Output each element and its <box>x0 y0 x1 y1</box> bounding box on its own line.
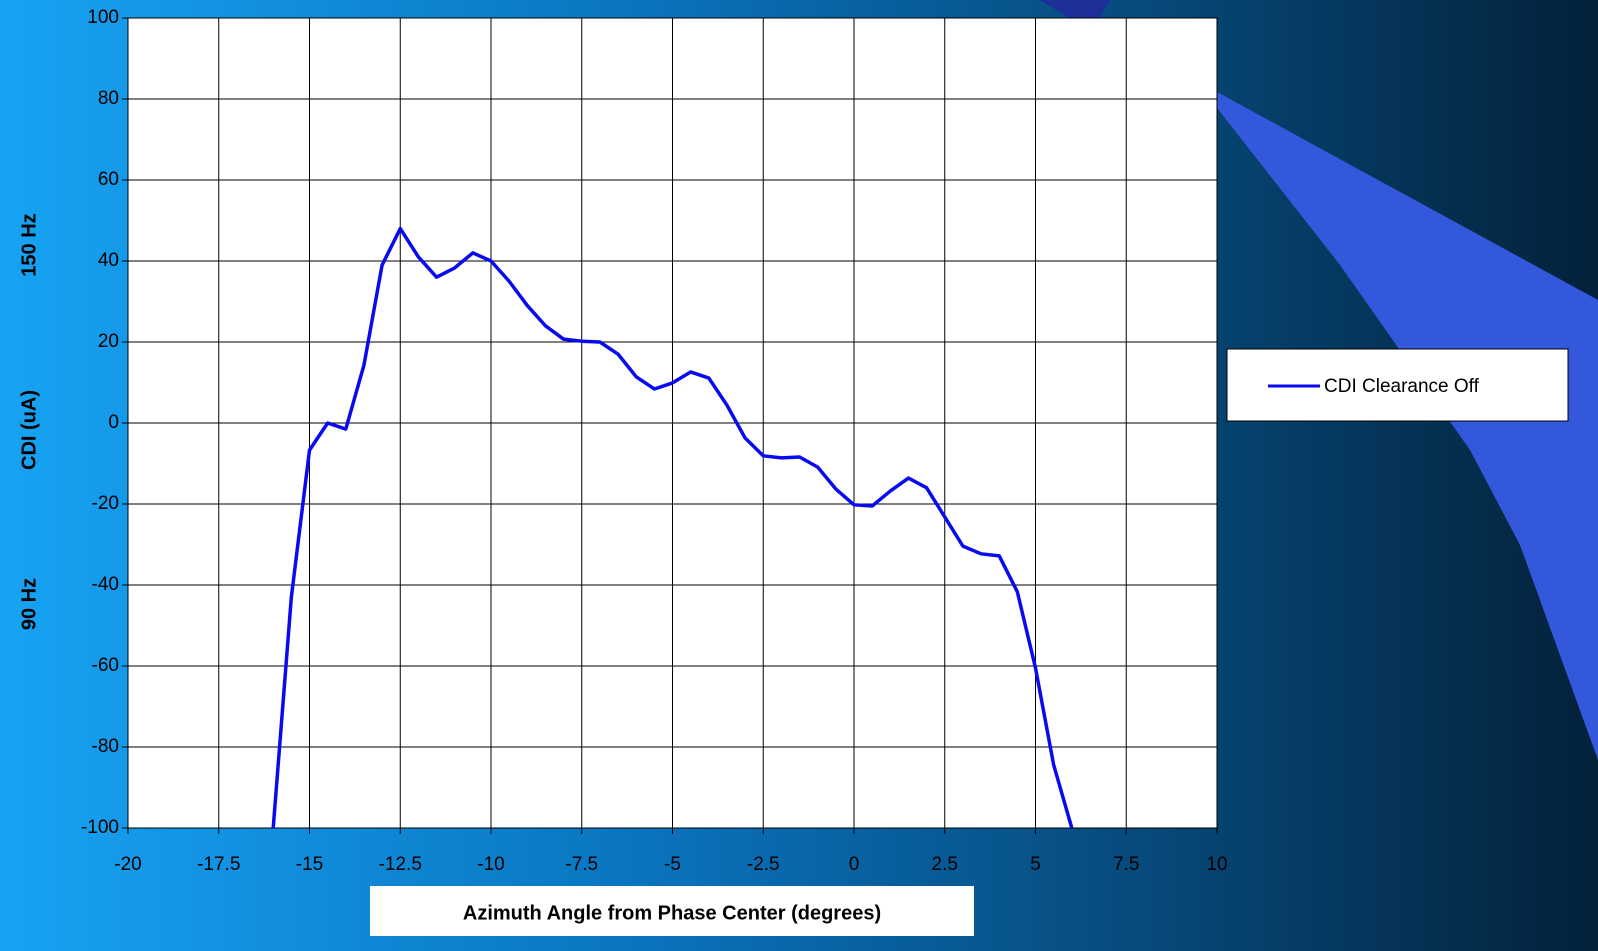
y-tick-label: -20 <box>92 493 119 514</box>
x-tick-label: -12.5 <box>379 854 422 875</box>
x-tick-label: 5 <box>1030 854 1041 875</box>
x-tick-label: -2.5 <box>747 854 780 875</box>
x-axis-label: Azimuth Angle from Phase Center (degrees… <box>463 902 881 924</box>
x-tick-label: -7.5 <box>565 854 598 875</box>
x-tick-label: -15 <box>296 854 323 875</box>
x-tick-label: -20 <box>114 854 141 875</box>
x-tick-label: -5 <box>664 854 681 875</box>
x-tick-label: -10 <box>477 854 504 875</box>
y-tick-label: 60 <box>98 169 119 190</box>
y-axis-label: 150 Hz <box>18 213 40 276</box>
y-tick-label: 100 <box>87 7 119 28</box>
y-label-group: 90 Hz <box>18 578 40 630</box>
x-tick-label: 10 <box>1206 854 1227 875</box>
y-tick-label: -100 <box>81 817 119 838</box>
x-tick-label: 0 <box>849 854 860 875</box>
y-tick-label: 0 <box>108 412 119 433</box>
x-tick-label: 2.5 <box>932 854 958 875</box>
y-tick-label: 40 <box>98 250 119 271</box>
y-tick-label: -60 <box>92 655 119 676</box>
x-tick-label: 7.5 <box>1113 854 1139 875</box>
y-label-group: CDI (uA) <box>18 390 40 470</box>
y-axis-label: 90 Hz <box>18 578 40 630</box>
y-tick-label: -80 <box>92 736 119 757</box>
x-tick-label: -17.5 <box>197 854 240 875</box>
y-tick-label: -40 <box>92 574 119 595</box>
y-axis-label: CDI (uA) <box>18 390 40 470</box>
legend-label: CDI Clearance Off <box>1324 376 1480 397</box>
y-tick-label: 20 <box>98 331 119 352</box>
y-tick-label: 80 <box>98 88 119 109</box>
slide: 150 Hz CDI (uA) 90 Hz Azimuth Angle from… <box>0 0 1598 951</box>
y-label-group: 150 Hz <box>18 213 40 276</box>
